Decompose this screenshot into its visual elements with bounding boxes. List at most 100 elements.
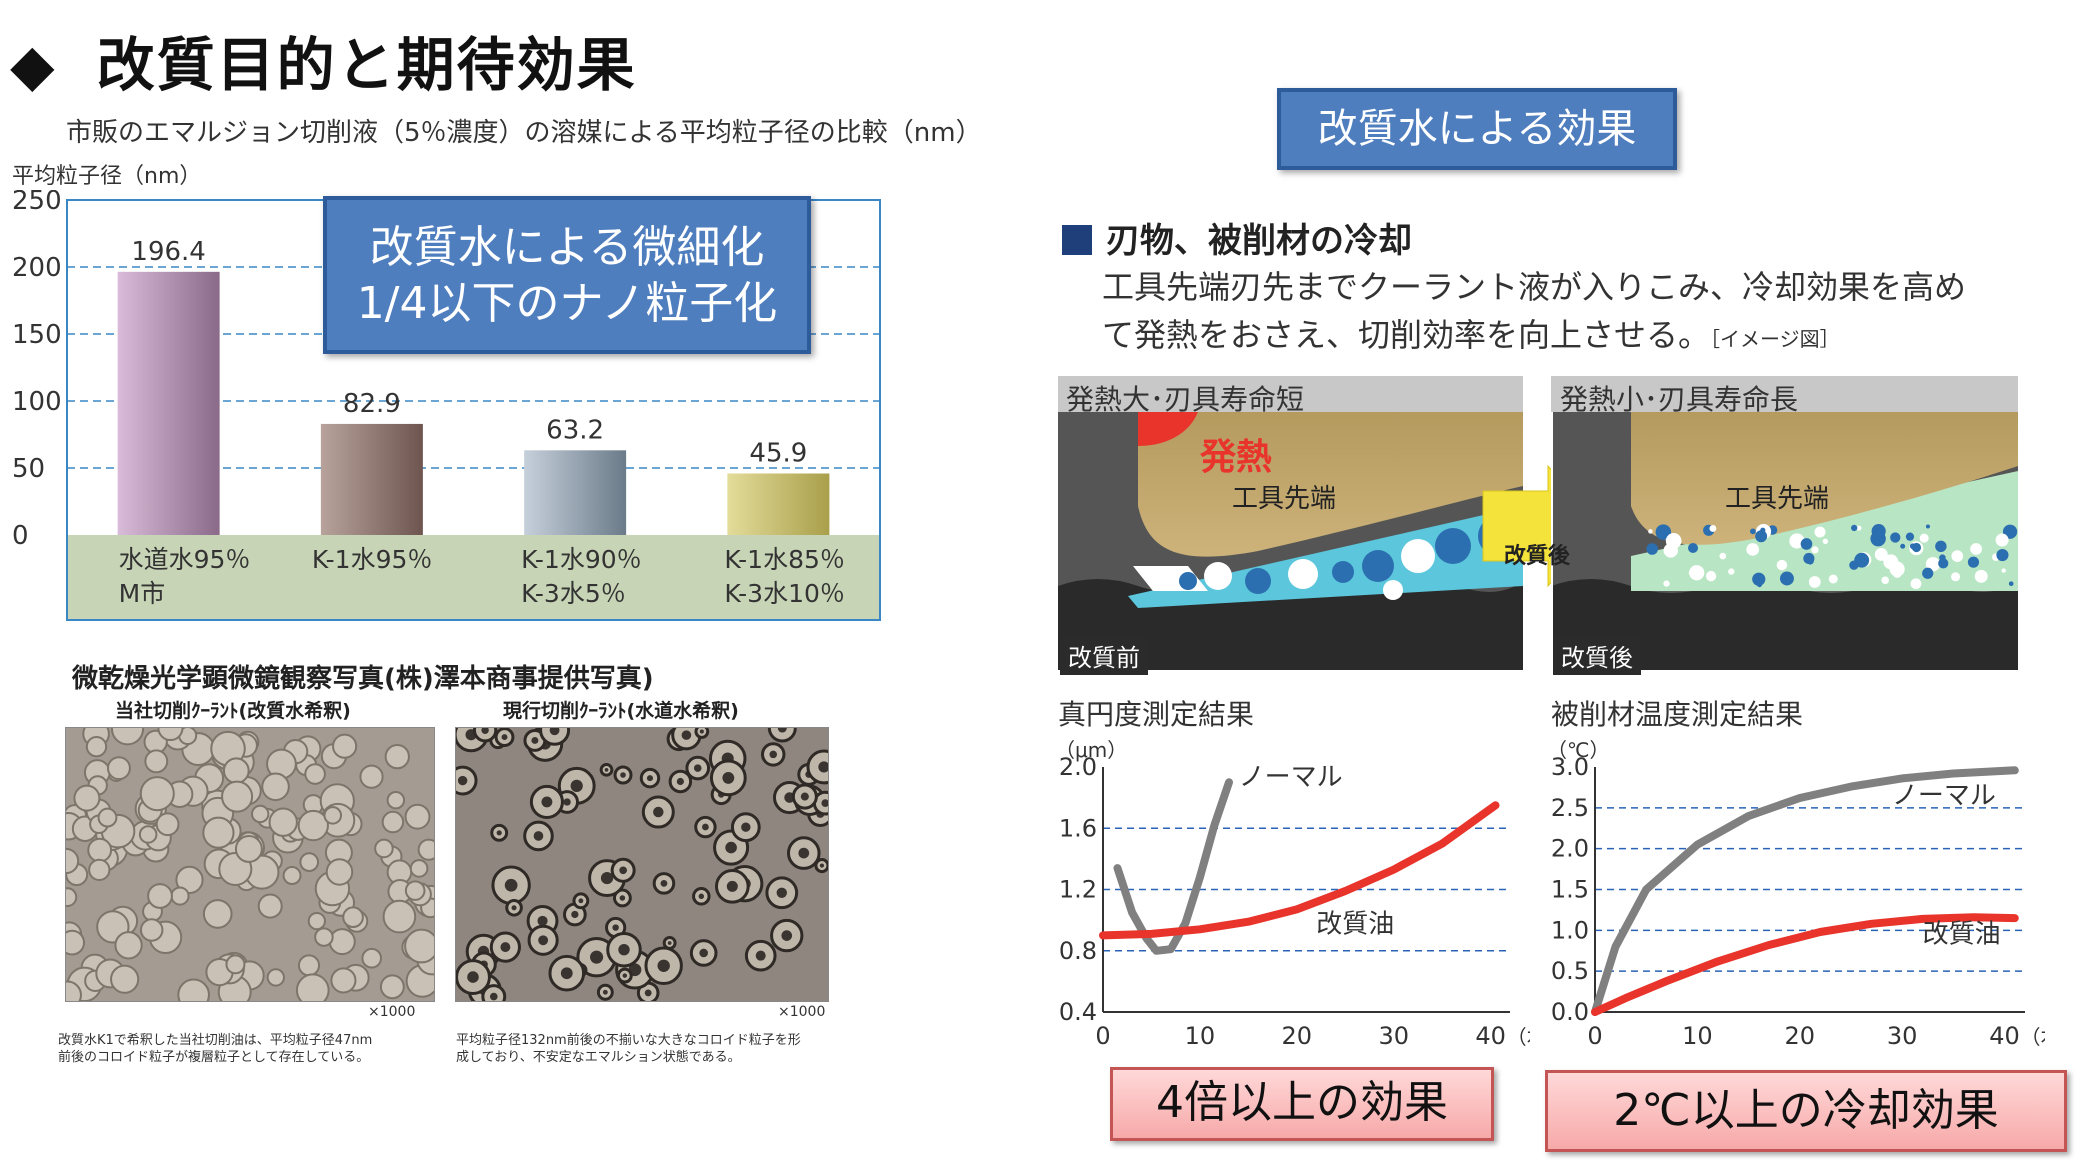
bar (727, 473, 830, 535)
cooling-description: 工具先端刃先までクーラント液が入りこみ、冷却効果を高め て発熱をおさえ、切削効率… (1102, 263, 2002, 363)
photo-left-note-line-2: 前後のコロイド粒子が複層粒子として存在している。 (58, 1050, 370, 1065)
y-tick-label: 1.5 (1551, 876, 1589, 904)
tag-after: 改質後 (1553, 636, 1641, 675)
bar (320, 423, 423, 535)
photo-right-note: 平均粒子径132nm前後の不揃いな大きなコロイド粒子を形 成しており、不安定なエ… (456, 1032, 876, 1066)
result-box-4x: 4倍以上の効果 (1110, 1067, 1494, 1141)
bar-y-tick-label: 150 (12, 320, 62, 350)
photo-left-note-line-1: 改質水K1で希釈した当社切削油は、平均粒子径47nm (58, 1033, 373, 1048)
series-label-improved: 改質油 (1316, 909, 1394, 939)
series-label-normal: ノーマル (1239, 762, 1343, 792)
tool-tip-label-before: 工具先端 (1232, 484, 1337, 514)
cooling-description-line-1: 工具先端刃先までクーラント液が入りこみ、冷却効果を高め (1102, 268, 1967, 306)
cutting-illustration (1058, 376, 2018, 670)
bar-value-label: 196.4 (131, 237, 205, 267)
square-bullet-icon (1062, 225, 1092, 255)
microscope-photo-left (65, 727, 435, 1002)
bar-category-label: K-1水95％ (312, 545, 433, 574)
y-unit-label: （μm） (1055, 738, 1127, 762)
bar-category-label: K-3水10％ (724, 579, 845, 608)
y-tick-label: 0.4 (1059, 998, 1097, 1026)
y-tick-label: 2.0 (1059, 753, 1097, 781)
cooling-description-line-2: て発熱をおさえ、切削効率を向上させる。 (1102, 316, 1711, 354)
callout-line-2: 1/4以下のナノ粒子化 (356, 278, 778, 329)
y-tick-label: 3.0 (1551, 753, 1589, 781)
bar-category-label: 水道水95％ (119, 545, 251, 574)
y-tick-label: 0.5 (1551, 957, 1589, 985)
x-tick-label: 10 (1185, 1022, 1216, 1050)
y-tick-label: 1.0 (1551, 916, 1589, 944)
effects-title-box: 改質水による効果 (1277, 88, 1677, 170)
y-tick-label: 0.8 (1059, 937, 1097, 965)
x-tick-label: 30 (1887, 1022, 1918, 1050)
x-unit-label: （本） (1507, 1025, 1530, 1049)
panel-after (1551, 376, 2018, 670)
photo-left-magnification: ×1000 (368, 1004, 416, 1020)
x-unit-label: （本） (2021, 1025, 2045, 1049)
x-tick-label: 0 (1095, 1022, 1110, 1050)
y-tick-label: 1.2 (1059, 876, 1097, 904)
arrow-label: 改質後 (1504, 544, 1571, 569)
series-line (1591, 913, 2019, 1016)
bar-category-label: K-1水85％ (724, 545, 845, 574)
bar-value-label: 45.9 (749, 438, 807, 468)
bar-chart-categories: 水道水95％ M市 K-1水95％ K-1水90％ K-3水5％ K-1水85％ K-3水1… (119, 545, 845, 608)
y-tick-label: 2.5 (1551, 794, 1589, 822)
y-tick-label: 1.6 (1059, 814, 1097, 842)
bar-category-label: M市 (119, 579, 166, 608)
x-tick-label: 40 (1475, 1022, 1506, 1050)
bar-y-tick-label: 50 (12, 454, 45, 484)
series-label-normal: ノーマル (1892, 781, 1996, 811)
cooling-heading: 刃物、被削材の冷却 (1062, 213, 1412, 262)
panel-after-title: 発熱小･刃具寿命長 (1560, 383, 1799, 416)
photo-right-label: 現行切削ｸｰﾗﾝﾄ(水道水希釈) (503, 700, 739, 722)
bar-value-label: 63.2 (546, 415, 604, 445)
bar-chart-caption: 市販のエマルジョン切削液（5％濃度）の溶媒による平均粒子径の比較（nm） (66, 118, 982, 148)
temperature-chart-title: 被削材温度測定結果 (1551, 698, 1804, 731)
bar-y-tick-label: 250 (12, 190, 62, 216)
x-tick-label: 20 (1784, 1022, 1815, 1050)
photo-left-label: 当社切削ｸｰﾗﾝﾄ(改質水希釈) (115, 700, 351, 722)
result-box-2c: 2℃以上の冷却効果 (1545, 1070, 2067, 1152)
category-band (68, 535, 879, 619)
heat-label: 発熱 (1200, 437, 1273, 478)
microscope-photo-right (455, 727, 829, 1002)
bar-y-tick-label: 100 (12, 387, 62, 417)
tool-tip-label-after: 工具先端 (1725, 484, 1830, 514)
x-tick-label: 0 (1587, 1022, 1602, 1050)
image-note: ［イメージ図］ (1710, 327, 1840, 351)
series-line (1591, 766, 2019, 1016)
tag-before: 改質前 (1060, 636, 1148, 675)
x-tick-label: 20 (1282, 1022, 1313, 1050)
y-tick-label: 2.0 (1551, 835, 1589, 863)
series-label-improved: 改質油 (1923, 920, 2001, 950)
bar-chart-bars: 196.4 82.9 63.2 45.9 (117, 237, 830, 535)
bar-value-label: 82.9 (343, 389, 401, 419)
x-tick-label: 40 (1989, 1022, 2020, 1050)
fine-particle-callout: 改質水による微細化 1/4以下のナノ粒子化 (323, 196, 811, 354)
photo-right-note-line-1: 平均粒子径132nm前後の不揃いな大きなコロイド粒子を形 (456, 1033, 801, 1048)
x-tick-label: 30 (1378, 1022, 1409, 1050)
photo-right-note-line-2: 成しており、不安定なエマルション状態である。 (456, 1050, 741, 1065)
panel-before-title: 発熱大･刃具寿命短 (1066, 383, 1305, 416)
roundness-chart-title: 真円度測定結果 (1058, 698, 1255, 731)
bar-y-tick-label: 200 (12, 253, 62, 283)
y-unit-label: （℃） (1547, 738, 1609, 762)
bar-chart-y-ticks: 0 50 100 150 200 250 (12, 190, 62, 551)
callout-line-1: 改質水による微細化 (369, 222, 765, 273)
bar (117, 271, 220, 535)
microscope-title: 微乾燥光学顕微鏡観察写真(株)澤本商事提供写真) (72, 664, 654, 694)
diamond-bullet-icon: ◆ (10, 31, 57, 99)
bar-category-label: K-1水90％ (521, 545, 642, 574)
x-tick-label: 10 (1682, 1022, 1713, 1050)
cooling-heading-text: 刃物、被削材の冷却 (1106, 221, 1412, 261)
series-line (1099, 801, 1500, 940)
temperature-chart: （℃）3.0 2.5 2.0 1.5 1.0 0.5 0.00 10 20 30 40（本） ノーマル… (1547, 738, 2045, 1050)
y-tick-label: 0.0 (1551, 998, 1589, 1026)
panel-before (1058, 376, 1523, 670)
photo-left-note: 改質水K1で希釈した当社切削油は、平均粒子径47nm 前後のコロイド粒子が複層粒… (58, 1032, 438, 1066)
bar-chart-ylabel: 平均粒子径（nm） (12, 164, 202, 189)
series-line (1113, 778, 1233, 955)
bar (524, 450, 627, 535)
